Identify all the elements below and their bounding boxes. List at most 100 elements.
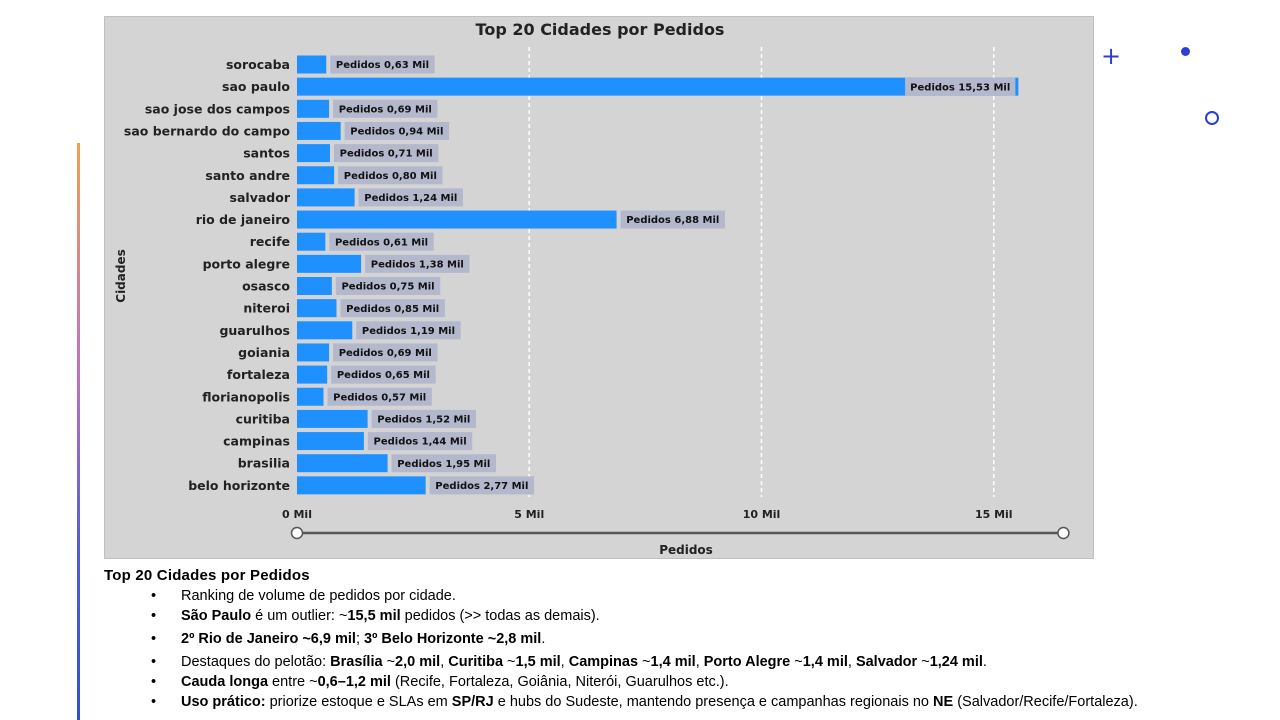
category-label: rio de janeiro xyxy=(196,212,291,227)
note-text: , xyxy=(440,654,449,670)
data-label: Pedidos 1,52 Mil xyxy=(377,415,470,426)
bar[interactable] xyxy=(297,409,368,428)
category-label: salvador xyxy=(230,190,291,205)
note-text: 1,24 mil xyxy=(929,654,983,670)
data-label-bg xyxy=(344,121,450,140)
accent-line xyxy=(77,143,80,720)
data-label-bg xyxy=(367,432,473,451)
bar[interactable] xyxy=(297,188,355,207)
category-labels: sorocaba sao paulo sao jose dos campos sao … xyxy=(124,57,291,493)
category-label: sao jose dos campos xyxy=(145,101,290,116)
note-text: 1,5 mil xyxy=(515,654,561,670)
category-label: campinas xyxy=(223,434,290,449)
note-text: 3º Belo Horizonte ~2,8 mil xyxy=(364,631,542,647)
bar[interactable] xyxy=(297,277,332,295)
category-label: goiania xyxy=(238,345,290,360)
chart-title: Top 20 Cidades por Pedidos xyxy=(476,20,725,39)
bullet-icon: • xyxy=(151,631,157,647)
data-label: Pedidos 0,69 Mil xyxy=(339,104,432,115)
bar[interactable] xyxy=(297,210,617,229)
note-text: 15,5 mil xyxy=(347,608,401,624)
note-text: (Salvador/Recife/Fortaleza). xyxy=(953,694,1138,710)
category-label: brasilia xyxy=(238,456,290,471)
bar[interactable] xyxy=(297,476,426,495)
data-label: Pedidos 0,80 Mil xyxy=(344,171,437,182)
dot-decoration-icon xyxy=(1181,47,1190,56)
data-label: Pedidos 0,57 Mil xyxy=(333,392,426,403)
data-label: Pedidos 0,65 Mil xyxy=(337,370,430,381)
bar[interactable] xyxy=(297,99,330,118)
data-label-bg xyxy=(329,232,434,251)
chart-panel: Top 20 Cidades por Pedidos sorocaba sao p… xyxy=(104,16,1094,559)
x-tick-label: 15 Mil xyxy=(975,508,1013,521)
bar[interactable] xyxy=(297,77,1019,96)
note-text: Destaques do pelotão: xyxy=(181,654,331,670)
note-text: ~ xyxy=(917,654,930,670)
category-label: osasco xyxy=(242,279,290,294)
data-label-bg xyxy=(905,77,1016,96)
bar[interactable] xyxy=(297,121,341,140)
bullet-icon: • xyxy=(151,654,157,670)
x-tick-label: 0 Mil xyxy=(282,508,312,521)
data-label-bg xyxy=(333,99,438,118)
bar[interactable] xyxy=(297,454,388,473)
note-text: Uso prático: xyxy=(181,694,266,710)
note-text: , xyxy=(560,654,569,670)
y-axis-title: Cidades xyxy=(114,249,128,302)
note-text: pedidos (>> todas as demais). xyxy=(400,608,600,624)
range-handle-right[interactable] xyxy=(1057,526,1070,540)
data-label-bg xyxy=(327,387,432,406)
data-label: Pedidos 1,38 Mil xyxy=(371,259,464,270)
bar[interactable] xyxy=(297,432,364,451)
data-label: Pedidos 1,44 Mil xyxy=(374,437,467,448)
category-label: sao bernardo do campo xyxy=(124,123,290,138)
bar[interactable] xyxy=(297,343,330,362)
bar[interactable] xyxy=(297,321,353,340)
data-label-bg xyxy=(391,454,496,473)
data-label-bg xyxy=(429,476,535,495)
note-text: . xyxy=(982,654,987,670)
note-text: Campinas xyxy=(568,654,639,670)
range-handle-left[interactable] xyxy=(290,526,304,540)
data-label-bg xyxy=(371,409,477,428)
note-text: 2,0 mil xyxy=(395,654,441,670)
data-label-bg xyxy=(331,365,436,384)
bar[interactable] xyxy=(297,387,324,406)
notes-section: Top 20 Cidades por Pedidos • Ranking de v… xyxy=(104,567,1274,712)
category-label: curitiba xyxy=(236,411,290,426)
data-label: Pedidos 1,19 Mil xyxy=(362,326,455,337)
note-text: Porto Alegre xyxy=(703,654,791,670)
note-text: São Paulo xyxy=(181,608,252,624)
note-text: ~ xyxy=(503,654,516,670)
note-item: • Ranking de volume de pedidos por cidade… xyxy=(104,586,1274,606)
bar-chart: Top 20 Cidades por Pedidos sorocaba sao p… xyxy=(114,20,1070,557)
data-labels: Pedidos 0,63 Mil Pedidos 15,53 Mil Pedidos… xyxy=(327,55,1016,495)
x-tick-label: 5 Mil xyxy=(514,508,544,521)
category-label: sao paulo xyxy=(222,79,290,94)
x-tick-label: 10 Mil xyxy=(743,508,781,521)
ring-decoration-icon xyxy=(1205,111,1219,125)
note-text: Ranking de volume de pedidos por cidade. xyxy=(181,588,456,604)
x-axis: 0 Mil 5 Mil 10 Mil 15 Mil xyxy=(282,508,1070,540)
bar[interactable] xyxy=(297,254,362,273)
category-label: belo horizonte xyxy=(188,478,290,493)
note-text: entre ~ xyxy=(268,674,318,690)
bullet-icon: • xyxy=(151,608,157,624)
note-text: priorize estoque e SLAs em xyxy=(265,694,452,710)
data-label: Pedidos 0,71 Mil xyxy=(340,149,433,160)
note-text: e hubs do Sudeste, mantendo presença e c… xyxy=(493,694,934,710)
bar[interactable] xyxy=(297,232,326,251)
data-label-bg xyxy=(338,166,443,185)
note-text: (Recife, Fortaleza, Goiânia, Niterói, Gu… xyxy=(390,674,729,690)
note-text: , xyxy=(847,654,856,670)
bar[interactable] xyxy=(297,299,337,318)
notes-list: • Ranking de volume de pedidos por cidade… xyxy=(104,586,1274,712)
bar[interactable] xyxy=(297,144,330,163)
data-label-bg xyxy=(330,55,435,74)
bar[interactable] xyxy=(297,365,328,384)
plus-decoration-icon: + xyxy=(1101,42,1122,70)
bar[interactable] xyxy=(297,166,335,185)
note-item: • 2º Rio de Janeiro ~6,9 mil; 3º Belo Hor… xyxy=(104,629,1274,649)
bar[interactable] xyxy=(297,55,327,74)
data-label: Pedidos 0,75 Mil xyxy=(341,282,434,293)
